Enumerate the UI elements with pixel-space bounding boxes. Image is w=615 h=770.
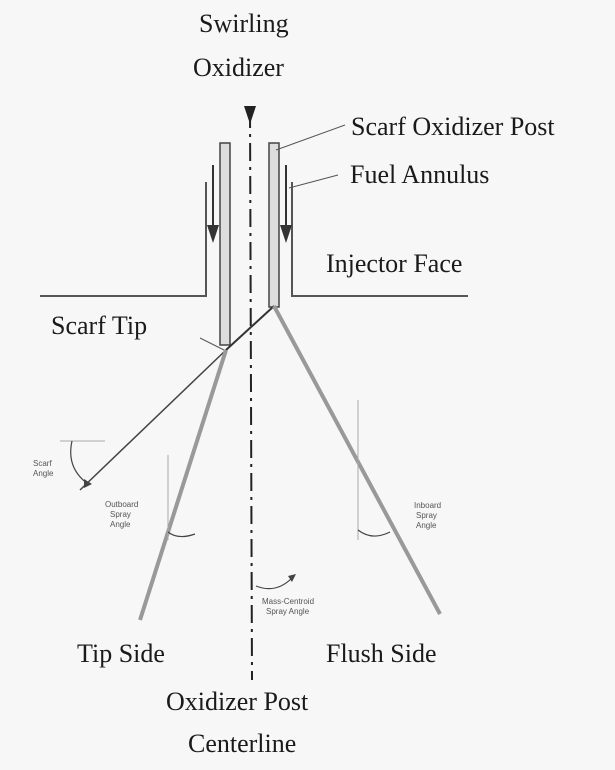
scarf-cut-line	[225, 305, 275, 351]
label-outboard-1: Outboard	[105, 500, 138, 509]
label-swirling: Swirling	[199, 9, 289, 38]
label-oxidizer: Oxidizer	[193, 53, 284, 82]
label-centerline: Centerline	[188, 729, 296, 758]
outboard-spray-line	[138, 349, 228, 621]
swirl-arrow-head	[244, 106, 256, 124]
label-scarf-oxidizer-post: Scarf Oxidizer Post	[351, 112, 555, 141]
label-mass-centroid-1: Mass-Centroid	[262, 597, 314, 606]
mass-angle-arrow	[288, 574, 296, 582]
label-inboard-2: Spray	[416, 511, 437, 520]
label-outboard-2: Spray	[110, 510, 131, 519]
scarf-angle-arc	[70, 440, 89, 485]
injector-face-right	[291, 182, 468, 297]
label-injector-face: Injector Face	[326, 249, 462, 278]
oxidizer-post-left-wall	[219, 142, 231, 346]
label-oxidizer-post: Oxidizer Post	[166, 687, 309, 716]
scarf-angle-line	[79, 349, 227, 491]
oxidizer-post-right-wall	[268, 142, 280, 308]
label-outboard-3: Angle	[110, 520, 131, 529]
inboard-spray-line	[272, 305, 442, 615]
label-mass-centroid-2: Spray Angle	[266, 607, 310, 616]
scarf-post-leader	[275, 124, 346, 151]
fuel-arrow-left-head	[207, 225, 219, 243]
label-inboard-1: Inboard	[414, 501, 441, 510]
scarf-angle-arrow	[84, 479, 92, 488]
scarf-tip-leader	[199, 337, 225, 351]
outboard-angle-arc	[167, 531, 196, 538]
label-scarf-angle-2: Angle	[33, 469, 54, 478]
label-scarf-tip: Scarf Tip	[51, 311, 147, 340]
fuel-annulus-leader	[288, 174, 339, 189]
mass-angle-arc	[255, 577, 293, 590]
label-inboard-3: Angle	[416, 521, 437, 530]
fuel-arrow-right-head	[280, 225, 292, 243]
label-fuel-annulus: Fuel Annulus	[350, 160, 489, 189]
label-tip-side: Tip Side	[77, 639, 165, 668]
injector-face-left	[40, 182, 207, 297]
label-scarf-angle-1: Scarf	[33, 459, 52, 468]
oxidizer-post-centerline	[249, 109, 253, 681]
inboard-angle-arc	[357, 529, 391, 537]
label-flush-side: Flush Side	[326, 639, 437, 668]
